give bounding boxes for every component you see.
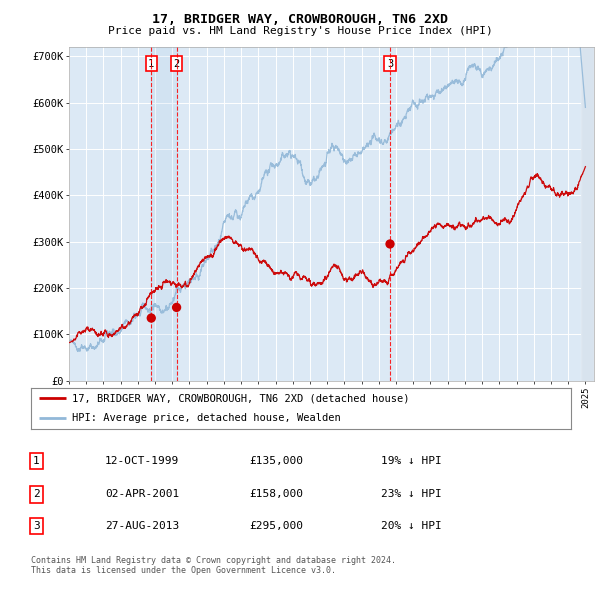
Text: 1: 1 — [33, 457, 40, 466]
Text: 17, BRIDGER WAY, CROWBOROUGH, TN6 2XD (detached house): 17, BRIDGER WAY, CROWBOROUGH, TN6 2XD (d… — [72, 394, 409, 404]
Point — [385, 240, 395, 249]
Point — [172, 303, 181, 312]
Text: £158,000: £158,000 — [249, 490, 303, 499]
Point — [146, 313, 156, 323]
Text: £295,000: £295,000 — [249, 522, 303, 531]
Text: 2: 2 — [173, 59, 180, 69]
Text: 1: 1 — [148, 59, 154, 69]
Text: Contains HM Land Registry data © Crown copyright and database right 2024.
This d: Contains HM Land Registry data © Crown c… — [31, 556, 396, 575]
Text: 27-AUG-2013: 27-AUG-2013 — [105, 522, 179, 531]
Text: 02-APR-2001: 02-APR-2001 — [105, 490, 179, 499]
Bar — [581, 47, 594, 381]
Bar — [151, 47, 176, 381]
Text: Price paid vs. HM Land Registry's House Price Index (HPI): Price paid vs. HM Land Registry's House … — [107, 26, 493, 36]
Text: 3: 3 — [33, 522, 40, 531]
Text: 3: 3 — [387, 59, 393, 69]
Text: 20% ↓ HPI: 20% ↓ HPI — [381, 522, 442, 531]
Text: HPI: Average price, detached house, Wealden: HPI: Average price, detached house, Weal… — [72, 413, 340, 423]
Text: 19% ↓ HPI: 19% ↓ HPI — [381, 457, 442, 466]
Text: 2: 2 — [33, 490, 40, 499]
Text: 17, BRIDGER WAY, CROWBOROUGH, TN6 2XD: 17, BRIDGER WAY, CROWBOROUGH, TN6 2XD — [152, 13, 448, 26]
Text: 12-OCT-1999: 12-OCT-1999 — [105, 457, 179, 466]
Bar — [581, 47, 594, 381]
Text: £135,000: £135,000 — [249, 457, 303, 466]
Text: 23% ↓ HPI: 23% ↓ HPI — [381, 490, 442, 499]
